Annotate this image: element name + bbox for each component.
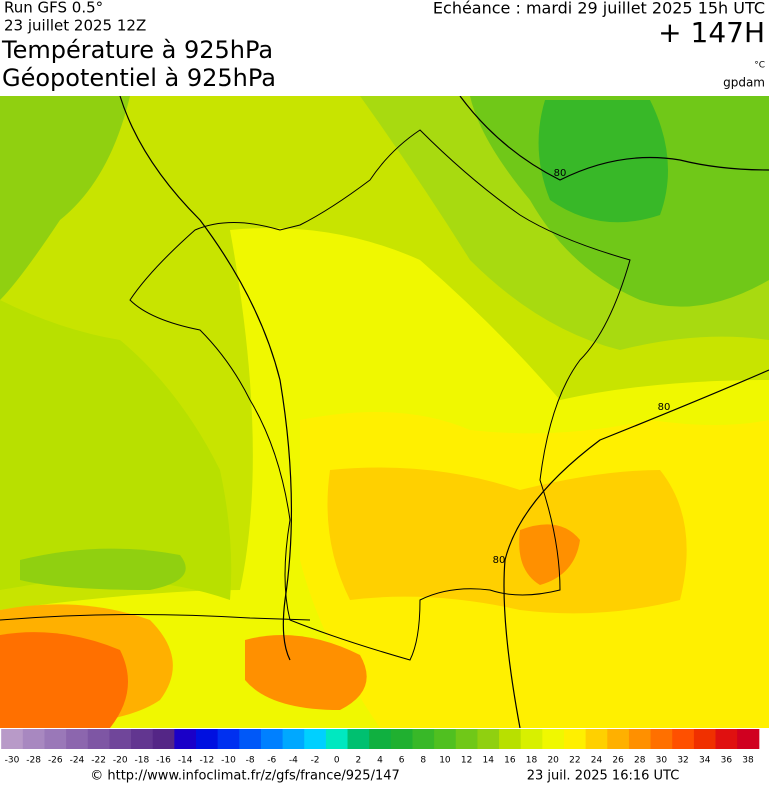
colorbar-label: 34: [699, 756, 711, 766]
colorbar-label: 0: [334, 756, 340, 766]
colorbar-swatch: [304, 729, 327, 749]
colorbar-label: 28: [634, 756, 646, 766]
colorbar-swatch: [693, 729, 717, 749]
colorbar-label: 24: [591, 756, 603, 766]
field-biscay: [20, 548, 186, 590]
colorbar-label: -8: [246, 756, 255, 766]
colorbar-label: -14: [178, 756, 193, 766]
colorbar-label: -24: [70, 756, 85, 766]
colorbar-swatch: [455, 729, 478, 749]
colorbar-label: -22: [91, 756, 106, 766]
border-line: [0, 613, 311, 621]
colorbar-swatch: [44, 729, 67, 749]
colorbar-label: -18: [135, 756, 150, 766]
colorbar-label: 20: [547, 756, 559, 766]
colorbar-label: 18: [526, 756, 538, 766]
colorbar-label: -4: [289, 756, 298, 766]
colorbar-swatch: [66, 729, 89, 749]
colorbar-swatch: [131, 729, 154, 749]
colorbar-label: -6: [267, 756, 276, 766]
field-spain-hot: [0, 632, 128, 728]
field-ebro-hot: [245, 635, 367, 710]
colorbar-swatch: [715, 729, 738, 749]
colorbar-label: 2: [355, 756, 361, 766]
colorbar-swatch: [499, 729, 522, 749]
colorbar: -30 -28 -26 -24 -22 -20 -18 -16 -14 -12 -10 -8 -6 -4-…: [1, 729, 760, 766]
contour-label: 80: [554, 168, 567, 179]
colorbar-swatch: [152, 729, 175, 749]
title-geopotential: Géopotentiel à 925hPa: [2, 64, 276, 92]
contour-line: [503, 369, 769, 728]
valid-time: Echéance : mardi 29 juillet 2025 15h UTC: [433, 0, 765, 18]
run-label: Run GFS 0.5°: [4, 0, 103, 17]
unit-label: °C: [754, 61, 765, 71]
colorbar-swatch: [607, 729, 630, 749]
colorbar-swatch: [196, 729, 219, 749]
colorbar-label: 10: [439, 756, 451, 766]
colorbar-swatch: [390, 729, 413, 749]
colorbar-swatch: [217, 729, 240, 749]
colorbar-swatch: [412, 729, 435, 749]
field-atlantic: [0, 300, 232, 600]
colorbar-swatch: [174, 729, 197, 749]
title-temperature: Température à 925hPa: [1, 36, 273, 64]
colorbar-swatch: [1, 729, 24, 749]
colorbar-swatch: [650, 729, 673, 749]
colorbar-label: 22: [569, 756, 580, 766]
run-date: 23 juillet 2025 12Z: [4, 17, 146, 35]
colorbar-label: 32: [677, 756, 688, 766]
colorbar-label: 16: [504, 756, 516, 766]
contour-label: 80: [658, 402, 671, 413]
colorbar-label: -10: [221, 756, 236, 766]
colorbar-swatch: [477, 729, 500, 749]
colorbar-swatch: [520, 729, 543, 749]
unit2-label: gpdam: [723, 76, 765, 90]
colorbar-swatch: [672, 729, 695, 749]
colorbar-label: -26: [48, 756, 63, 766]
colorbar-swatch: [282, 729, 305, 749]
colorbar-swatch: [325, 729, 349, 749]
field-orange: [519, 524, 580, 585]
colorbar-label: 26: [612, 756, 624, 766]
contour-line: [459, 96, 769, 181]
colorbar-label: 36: [721, 756, 733, 766]
colorbar-swatch: [737, 729, 760, 749]
colorbar-label: 8: [420, 756, 426, 766]
colorbar-swatch: [542, 729, 565, 749]
colorbar-label: 4: [377, 756, 383, 766]
colorbar-label: 12: [461, 756, 472, 766]
colorbar-label: -28: [26, 756, 41, 766]
colorbar-label: -16: [156, 756, 171, 766]
colorbar-swatch: [585, 729, 608, 749]
field-green-west: [0, 96, 130, 300]
colorbar-label: 30: [656, 756, 668, 766]
contour-line: [119, 96, 292, 661]
colorbar-label: 6: [399, 756, 405, 766]
colorbar-swatch: [628, 729, 652, 749]
footer-url: © http://www.infoclimat.fr/z/gfs/france/…: [90, 769, 400, 784]
france-outline: [129, 129, 631, 661]
colorbar-swatch: [260, 729, 284, 749]
colorbar-swatch: [369, 729, 392, 749]
lead-time: + 147H: [658, 16, 765, 49]
colorbar-label: 14: [483, 756, 495, 766]
colorbar-label: 38: [742, 756, 754, 766]
map: 80 80 80: [0, 96, 769, 728]
colorbar-swatch: [109, 729, 132, 749]
colorbar-swatch: [564, 729, 587, 749]
field-orange-light: [327, 467, 687, 614]
colorbar-label: -30: [5, 756, 20, 766]
colorbar-swatch: [22, 729, 45, 749]
colorbar-label: -12: [199, 756, 214, 766]
contour-label: 80: [493, 555, 506, 566]
footer-date: 23 juil. 2025 16:16 UTC: [527, 769, 680, 784]
colorbar-swatch: [434, 729, 457, 749]
colorbar-swatch: [239, 729, 262, 749]
colorbar-label: -2: [311, 756, 320, 766]
colorbar-swatch: [347, 729, 370, 749]
colorbar-label: -20: [113, 756, 128, 766]
colorbar-swatch: [87, 729, 110, 749]
field-dark-green: [538, 100, 668, 223]
